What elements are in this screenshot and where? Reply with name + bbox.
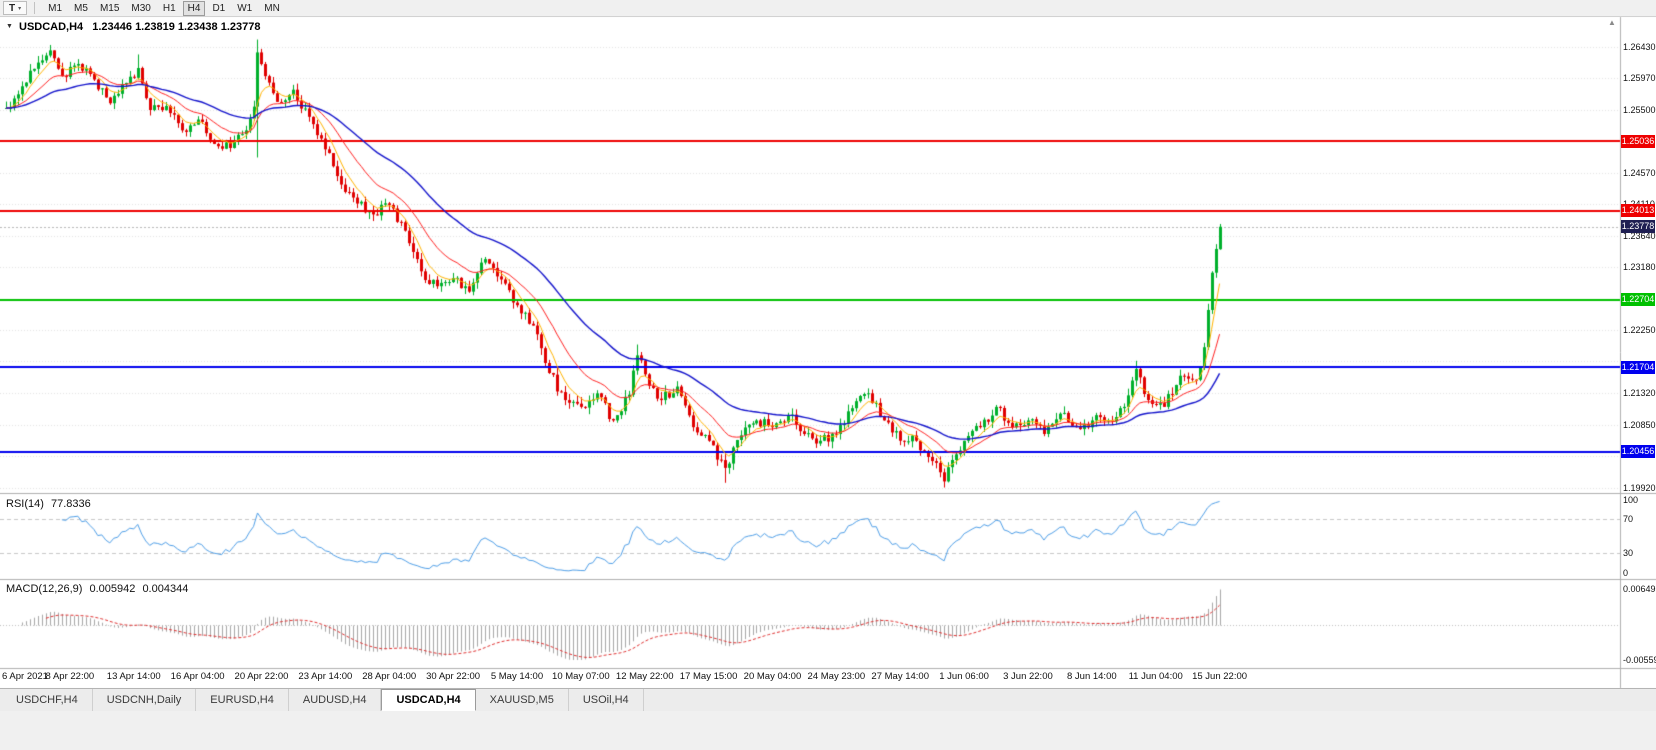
text-tool-button[interactable]: T ▾	[3, 1, 28, 15]
chart-tab-bar: USDCHF,H4 USDCNH,Daily EURUSD,H4 AUDUSD,H4 U…	[0, 688, 1656, 711]
chart-tab-usdcnh[interactable]: USDCNH,Daily	[93, 689, 197, 711]
tf-button-h1[interactable]: H1	[162, 2, 176, 14]
tf-button-mn[interactable]: MN	[264, 2, 280, 14]
chart-tab-usdchf[interactable]: USDCHF,H4	[2, 689, 93, 711]
price-tick: 1.25500	[1623, 105, 1656, 116]
price-tick: 1.19920	[1623, 483, 1656, 494]
price-tick: 1.24110	[1623, 199, 1656, 209]
rsi-name: RSI(14)	[6, 498, 44, 510]
ohlc-values: 1.23446 1.23819 1.23438 1.23778	[92, 21, 261, 33]
rsi-current-value: 77.8336	[50, 498, 91, 510]
tf-button-m1[interactable]: M1	[48, 2, 63, 14]
macd-signal-value: 0.004344	[142, 583, 189, 595]
price-tick: 1.23180	[1623, 262, 1656, 273]
tf-button-m30[interactable]: M30	[131, 2, 151, 14]
macd-axis-max: 0.006491	[1623, 584, 1656, 594]
price-badge-1.25036: 1.25036	[1621, 134, 1655, 148]
rsi-label: RSI(14) 77.8336	[6, 498, 91, 510]
tf-button-w1[interactable]: W1	[237, 2, 253, 14]
time-tick: 23 Apr 14:00	[298, 671, 353, 682]
price-badge-1.22704: 1.22704	[1621, 293, 1655, 307]
price-badge-1.24013: 1.24013	[1621, 204, 1655, 218]
rsi-tick-30: 30	[1623, 548, 1634, 558]
chart-shift-marker-icon[interactable]: ▲	[1608, 18, 1616, 27]
time-tick: 15 Jun 22:00	[1192, 671, 1248, 682]
toolbar-separator	[34, 2, 36, 14]
time-tick: 20 May 04:00	[743, 671, 802, 682]
tf-button-m5[interactable]: M5	[74, 2, 88, 14]
macd-axis-min: -0.005593	[1623, 655, 1656, 665]
price-tick: 1.25970	[1623, 73, 1656, 84]
time-tick: 13 Apr 14:00	[106, 671, 161, 682]
time-tick: 20 Apr 22:00	[234, 671, 289, 682]
rsi-tick-70: 70	[1623, 514, 1634, 524]
chart-tab-eurusd[interactable]: EURUSD,H4	[196, 689, 289, 711]
time-tick: 17 May 15:00	[679, 671, 738, 682]
tf-button-h4[interactable]: H4	[182, 0, 206, 16]
price-tick: 1.22250	[1623, 325, 1656, 336]
chart-tab-usoil[interactable]: USOil,H4	[569, 689, 644, 711]
top-toolbar: T ▾ M1 M5 M15 M30 H1 H4 D1 W1 MN	[0, 0, 1656, 17]
time-tick: 12 May 22:00	[615, 671, 674, 682]
bottom-area	[0, 711, 1656, 750]
time-tick: 5 May 14:00	[490, 671, 544, 682]
macd-label: MACD(12,26,9) 0.005942 0.004344	[6, 583, 188, 595]
tf-button-m15[interactable]: M15	[99, 2, 120, 14]
macd-current-value: 0.005942	[89, 583, 136, 595]
time-tick: 6 Apr 2021	[2, 671, 48, 682]
chart-title: ▼ USDCAD,H4 1.23446 1.23819 1.23438 1.23…	[6, 21, 260, 33]
price-tick: 1.24570	[1623, 168, 1656, 179]
timeframe-group: M1 M5 M15 M30 H1 H4 D1 W1 MN	[42, 0, 286, 16]
rsi-tick-100: 100	[1623, 495, 1639, 505]
price-badge-1.20456: 1.20456	[1621, 445, 1655, 459]
chart-tab-xauusd[interactable]: XAUUSD,M5	[476, 689, 569, 711]
time-tick: 30 Apr 22:00	[426, 671, 481, 682]
time-tick: 8 Jun 14:00	[1066, 671, 1117, 682]
macd-name: MACD(12,26,9)	[6, 583, 83, 595]
text-tool-label: T	[9, 2, 16, 14]
time-tick: 11 Jun 04:00	[1128, 671, 1183, 682]
collapse-caret-icon[interactable]: ▼	[6, 23, 13, 30]
price-tick: 1.26430	[1623, 42, 1656, 52]
tf-button-d1[interactable]: D1	[212, 2, 226, 14]
chart-tab-usdcad[interactable]: USDCAD,H4	[381, 689, 476, 711]
time-tick: 10 May 07:00	[552, 671, 610, 682]
price-tick: 1.20850	[1623, 420, 1656, 431]
time-tick: 24 May 23:00	[807, 671, 866, 682]
price-tick: 1.21320	[1623, 388, 1656, 399]
rsi-tick-0: 0	[1623, 568, 1629, 578]
chart-tab-audusd[interactable]: AUDUSD,H4	[289, 689, 382, 711]
time-tick: 27 May 14:00	[871, 671, 929, 682]
time-tick: 16 Apr 04:00	[170, 671, 225, 682]
price-tick: 1.23640	[1623, 231, 1656, 242]
time-tick: 3 Jun 22:00	[1003, 671, 1053, 682]
dropdown-caret-icon: ▾	[18, 5, 22, 12]
symbol-label: USDCAD,H4	[19, 21, 84, 33]
time-tick: 8 Apr 22:00	[45, 671, 95, 682]
time-tick: 28 Apr 04:00	[362, 671, 417, 682]
time-tick: 1 Jun 06:00	[939, 671, 989, 682]
price-badge-1.21704: 1.21704	[1621, 360, 1655, 374]
current-price-badge: 1.23778	[1621, 220, 1655, 234]
